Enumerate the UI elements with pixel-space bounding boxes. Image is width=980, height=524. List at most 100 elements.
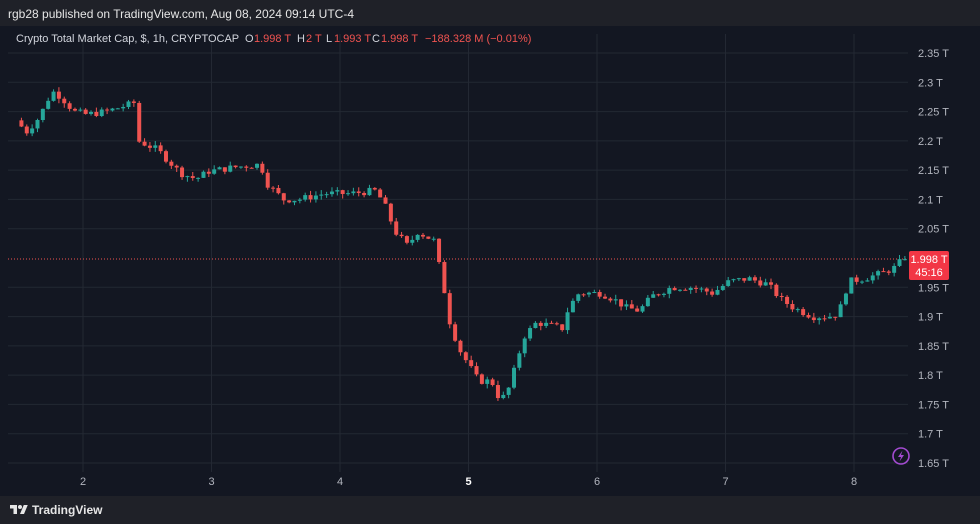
candle-body <box>635 308 640 312</box>
candle-body <box>726 280 731 286</box>
price-tick-label: 1.8 T <box>918 370 943 382</box>
high-label: H <box>297 33 305 45</box>
candle-body <box>121 106 126 109</box>
candle-body <box>463 352 468 361</box>
candle-body <box>19 120 24 127</box>
candle-body <box>902 259 907 261</box>
candle-body <box>736 278 741 280</box>
time-tick-label: 3 <box>208 476 214 488</box>
candle-body <box>865 280 870 282</box>
candle-body <box>249 167 254 169</box>
candle-body <box>346 193 351 195</box>
candle-body <box>758 280 763 286</box>
candle-body <box>495 385 500 399</box>
candle-body <box>46 100 51 109</box>
price-axis[interactable]: 2.35 T 2.3 T 2.25 T 2.2 T 2.15 T 2.1 T 2.05 T 1… <box>918 48 949 470</box>
chart-frame[interactable]: 2.35 T 2.3 T 2.25 T 2.2 T 2.15 T 2.1 T 2.05 T 1… <box>0 26 980 496</box>
time-tick-label: 2 <box>80 476 86 488</box>
candle-body <box>720 285 725 290</box>
candle-body <box>206 171 211 174</box>
candle-body <box>453 324 458 341</box>
candle-body <box>40 108 45 121</box>
candle-body <box>870 275 875 281</box>
price-tick-label: 2.15 T <box>918 165 949 177</box>
candle-body <box>24 126 29 134</box>
candle-body <box>158 145 163 152</box>
candle-body <box>35 120 40 129</box>
candle-body <box>372 187 377 190</box>
candle-body <box>608 298 613 301</box>
candle-body <box>581 294 586 296</box>
candle-body <box>512 367 517 388</box>
candle-body <box>89 111 94 114</box>
candle-body <box>458 340 463 353</box>
time-axis[interactable]: 2 3 4 5 6 7 8 <box>80 476 857 488</box>
tradingview-logo-icon[interactable] <box>10 502 28 518</box>
candle-body <box>415 234 420 240</box>
candle-body <box>271 187 276 189</box>
candle-body <box>886 271 891 273</box>
publisher-text: rgb28 published on TradingView.com, Aug … <box>8 7 355 21</box>
candle-body <box>640 306 645 312</box>
candle-body <box>881 271 886 273</box>
candle-body <box>501 394 506 399</box>
candlestick-chart[interactable]: 2.35 T 2.3 T 2.25 T 2.2 T 2.15 T 2.1 T 2.05 T 1… <box>0 26 980 496</box>
candle-body <box>335 190 340 192</box>
candle-body <box>137 102 142 142</box>
candle-body <box>356 191 361 193</box>
candle-body <box>667 288 672 294</box>
candle-body <box>774 284 779 297</box>
candle-body <box>704 288 709 292</box>
candle-body <box>790 303 795 310</box>
candle-body <box>404 236 409 243</box>
candle-body <box>752 277 757 281</box>
candle-body <box>313 195 318 200</box>
candle-body <box>592 292 597 294</box>
candle-body <box>597 292 602 297</box>
candle-body <box>688 287 693 291</box>
candle-body <box>153 145 158 148</box>
lightning-icon[interactable] <box>892 447 910 465</box>
candle-body <box>147 145 152 148</box>
candle-body <box>131 101 136 103</box>
candle-body <box>142 141 147 146</box>
candle-body <box>629 304 634 309</box>
candle-body <box>169 161 174 166</box>
candle-body <box>522 338 527 354</box>
candle-body <box>538 322 543 326</box>
candle-body <box>105 109 110 111</box>
candle-body <box>420 234 425 237</box>
candle-body <box>651 294 656 298</box>
candle-body <box>190 176 195 179</box>
candle-body <box>517 353 522 368</box>
candle-body <box>694 287 699 289</box>
candle-body <box>613 299 618 301</box>
candle-body <box>442 262 447 294</box>
candle-body <box>276 187 281 194</box>
candle-body <box>747 277 752 281</box>
candle-body <box>860 281 865 283</box>
tradingview-brand[interactable]: TradingView <box>32 503 103 517</box>
candle-body <box>72 108 77 111</box>
candle-body <box>554 323 559 325</box>
candle-body <box>265 172 270 188</box>
candle-body <box>779 296 784 298</box>
candle-body <box>897 259 902 266</box>
candle-body <box>731 279 736 281</box>
candle-body <box>806 315 811 318</box>
candle-body <box>710 291 715 295</box>
open-label: O <box>245 33 254 45</box>
candle-body <box>228 165 233 172</box>
candle-body <box>431 238 436 240</box>
candle-body <box>83 109 88 114</box>
time-tick-label: 7 <box>722 476 728 488</box>
candle-body <box>126 101 131 107</box>
open-value: 1.998 T <box>254 33 291 45</box>
candle-body <box>544 322 549 326</box>
candle-body <box>661 293 666 295</box>
candle-body <box>217 167 222 170</box>
candle-body <box>485 379 490 384</box>
price-tick-label: 2.1 T <box>918 194 943 206</box>
candle-body <box>94 111 99 116</box>
candle-body <box>62 98 67 104</box>
